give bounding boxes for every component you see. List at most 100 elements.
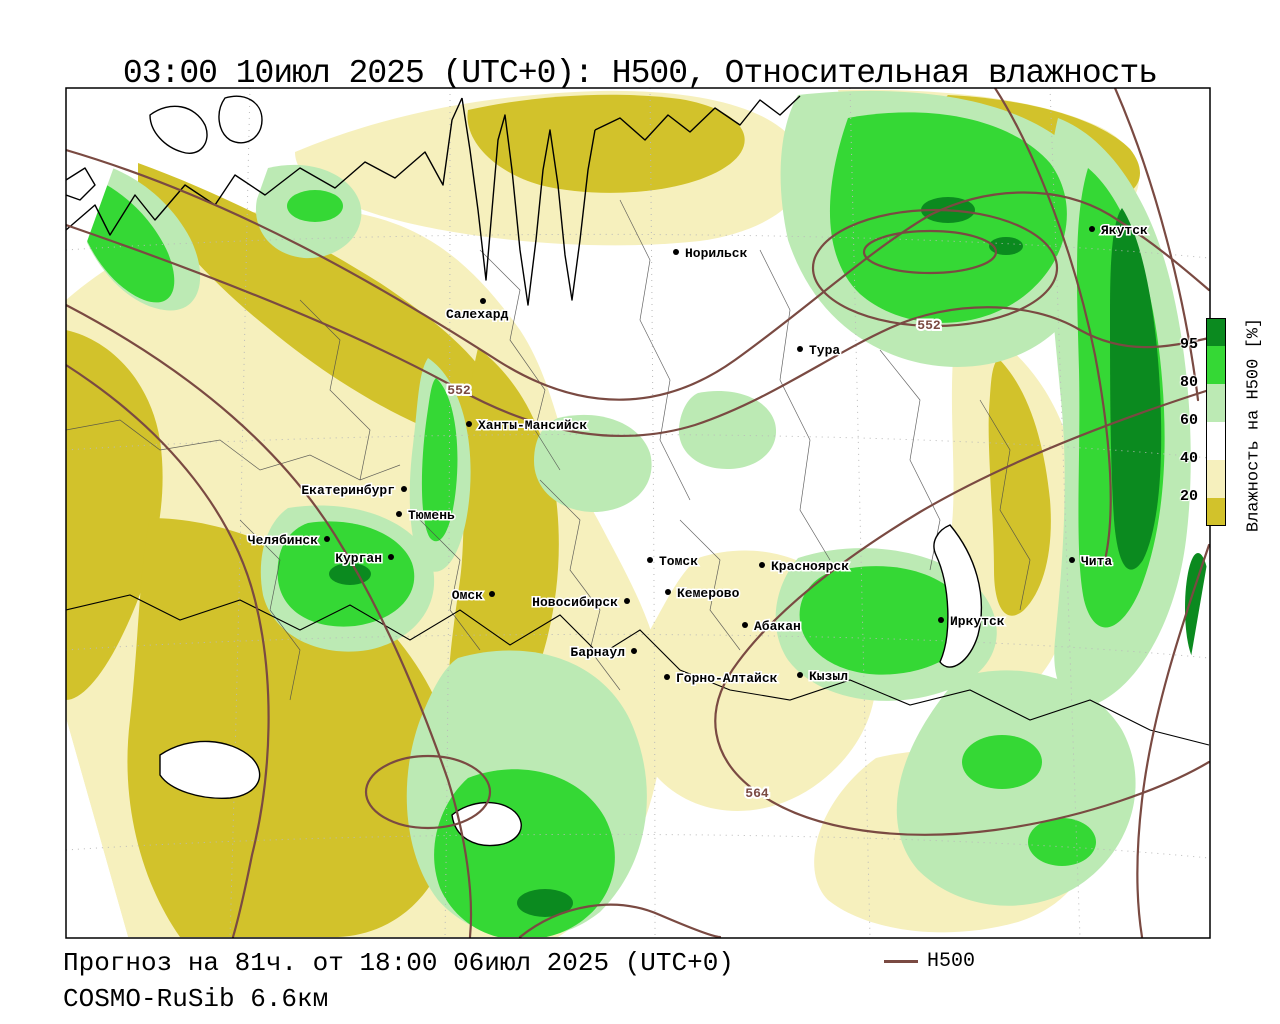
city-marker — [664, 674, 670, 680]
city-marker — [480, 298, 486, 304]
humidity-field — [66, 89, 1209, 937]
colorbar-tick-label: 20 — [1179, 488, 1198, 505]
city-label: Тюмень — [408, 508, 455, 523]
colorbar-label: Влажность на H500 [%] — [1244, 317, 1264, 533]
city-label: Курган — [335, 551, 382, 566]
humidity-region — [66, 330, 163, 700]
forecast-info: Прогноз на 81ч. от 18:00 06июл 2025 (UTC… — [63, 948, 734, 978]
national-border — [66, 594, 1210, 746]
humidity-region — [1028, 818, 1096, 866]
map-inner — [66, 88, 1210, 938]
h500-contour-line — [66, 303, 473, 938]
city-marker — [1089, 226, 1095, 232]
humidity-region — [678, 391, 777, 469]
city-marker — [388, 554, 394, 560]
city-label: Иркутск — [950, 614, 1005, 629]
city-marker — [396, 511, 402, 517]
colorbar-tick-label: 80 — [1179, 374, 1198, 391]
city-label: Ханты-Мансийск — [478, 418, 587, 433]
page-title: 03:00 10июл 2025 (UTC+0): H500, Относите… — [122, 55, 1158, 93]
colorbar-cell — [1207, 384, 1225, 422]
contour-labels: 552 552 564 — [445, 316, 943, 803]
city-marker — [673, 249, 679, 255]
region-border-line — [759, 249, 831, 561]
city-marker — [1069, 557, 1075, 563]
city-label: Кызыл — [809, 669, 848, 684]
city-label: Абакан — [754, 619, 801, 634]
city-marker — [665, 589, 671, 595]
h500-contour-line — [66, 148, 1210, 401]
model-info: COSMO-RuSib 6.6км — [63, 984, 329, 1014]
humidity-region — [988, 358, 1051, 616]
h500-line-sample — [884, 960, 918, 963]
humidity-region — [138, 163, 503, 443]
h500-contour-line — [714, 388, 1210, 836]
h500-contours — [66, 88, 1210, 938]
city-marker — [401, 486, 407, 492]
city-markers: Норильск Салехард Тура Якутск Ханты-Мансийск… — [246, 222, 1149, 688]
city-label: Кемерово — [677, 586, 740, 601]
arctic-island — [149, 105, 208, 154]
city-marker — [324, 536, 330, 542]
city-marker — [624, 598, 630, 604]
region-border-line — [539, 479, 621, 691]
arctic-island — [218, 95, 263, 144]
humidity-region — [329, 563, 371, 585]
region-border-line — [299, 299, 371, 481]
h500-contour-line — [1136, 543, 1210, 938]
city-label: Горно-Алтайск — [676, 671, 778, 686]
city-marker — [797, 672, 803, 678]
region-border-line — [679, 519, 741, 651]
colorbar-tick-label: 95 — [1179, 336, 1198, 353]
h500-contour-line — [1113, 88, 1200, 402]
city-marker — [742, 622, 748, 628]
h500-legend-label: H500 — [927, 950, 976, 973]
colorbar-cell — [1207, 346, 1225, 384]
city-marker — [647, 557, 653, 563]
lake-zaysan — [451, 801, 522, 847]
colorbar-tick-label: 60 — [1179, 412, 1198, 429]
city-label: Чита — [1081, 554, 1112, 569]
city-label: Тура — [809, 343, 840, 358]
ob-taz-bays — [461, 97, 596, 306]
contour-height-label: 552 — [447, 383, 471, 398]
humidity-region — [467, 94, 745, 193]
city-marker — [797, 346, 803, 352]
colorbar-cell — [1207, 460, 1225, 498]
contour-height-label: 564 — [745, 786, 769, 801]
city-label: Якутск — [1101, 223, 1148, 238]
coastlines — [66, 95, 983, 847]
h500-legend: H500 — [884, 950, 975, 973]
contour-height-label: 552 — [917, 318, 941, 333]
arctic-coastline — [66, 97, 463, 236]
city-marker — [759, 562, 765, 568]
city-label: Барнаул — [570, 645, 625, 660]
h500-contour-line — [811, 208, 1059, 328]
city-marker — [938, 617, 944, 623]
taymyr-coast — [594, 95, 801, 141]
region-border-line — [979, 399, 1031, 611]
city-marker — [489, 591, 495, 597]
city-label: Норильск — [685, 246, 748, 261]
region-border-line — [66, 419, 401, 481]
h500-contour-line — [66, 363, 270, 938]
city-label: Новосибирск — [532, 595, 618, 610]
region-border-line — [479, 249, 561, 471]
colorbar-cell — [1207, 422, 1225, 460]
h500-contour-line — [66, 223, 1210, 438]
region-border-line — [619, 199, 691, 501]
city-label: Челябинск — [248, 533, 318, 548]
humidity-region — [287, 190, 343, 222]
city-marker — [466, 421, 472, 427]
h500-contour-line — [862, 229, 998, 275]
colorbar-cells — [1206, 318, 1226, 526]
city-label: Салехард — [446, 307, 509, 322]
region-border-line — [419, 519, 481, 651]
humidity-region — [799, 566, 969, 675]
humidity-region — [517, 889, 573, 917]
city-label: Екатеринбург — [301, 483, 395, 498]
city-label: Омск — [452, 588, 483, 603]
admin-borders — [66, 199, 1210, 746]
lake-balkhash — [159, 740, 261, 799]
